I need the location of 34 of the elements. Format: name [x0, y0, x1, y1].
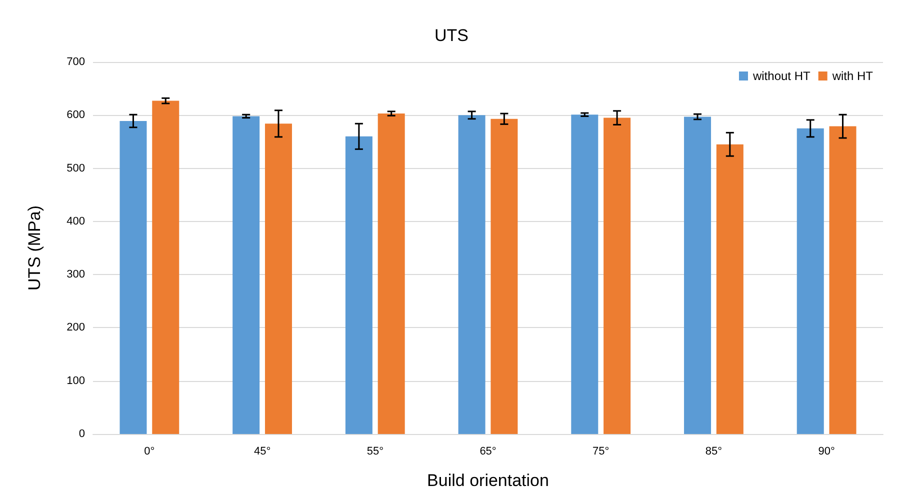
x-tick-label: 65°	[480, 446, 496, 458]
y-tick-label: 600	[66, 109, 85, 122]
x-tick-label: 0°	[144, 446, 155, 458]
x-tick-label: 45°	[254, 446, 271, 458]
bar	[829, 126, 856, 434]
y-tick-label: 400	[66, 215, 85, 228]
bar	[604, 118, 631, 434]
x-tick-label: 90°	[818, 446, 835, 458]
x-axis-title: Build orientation	[427, 471, 549, 490]
bar	[490, 118, 518, 434]
y-axis-title: UTS (MPa)	[25, 206, 44, 290]
bar	[264, 124, 292, 434]
bar	[232, 116, 260, 434]
legend-label: without HT	[752, 69, 811, 83]
bar	[152, 100, 180, 434]
y-tick-label: 500	[66, 162, 85, 174]
legend-label: with HT	[831, 69, 874, 83]
bar	[796, 128, 824, 434]
bar	[120, 120, 147, 434]
x-tick-label: 75°	[592, 446, 610, 458]
y-tick-label: 200	[66, 322, 85, 334]
y-tick-label: 300	[66, 268, 85, 281]
bar	[571, 114, 598, 434]
bar	[716, 144, 744, 434]
y-tick-label: 0	[78, 428, 85, 440]
bar	[458, 115, 486, 434]
x-tick-label: 55°	[366, 446, 384, 458]
y-tick-label: 700	[66, 56, 85, 68]
x-tick-label: 85°	[705, 446, 722, 458]
bar	[378, 114, 405, 434]
chart-title: UTS	[434, 26, 468, 45]
bar	[684, 116, 712, 434]
bar	[345, 136, 372, 434]
y-tick-label: 100	[66, 374, 85, 387]
